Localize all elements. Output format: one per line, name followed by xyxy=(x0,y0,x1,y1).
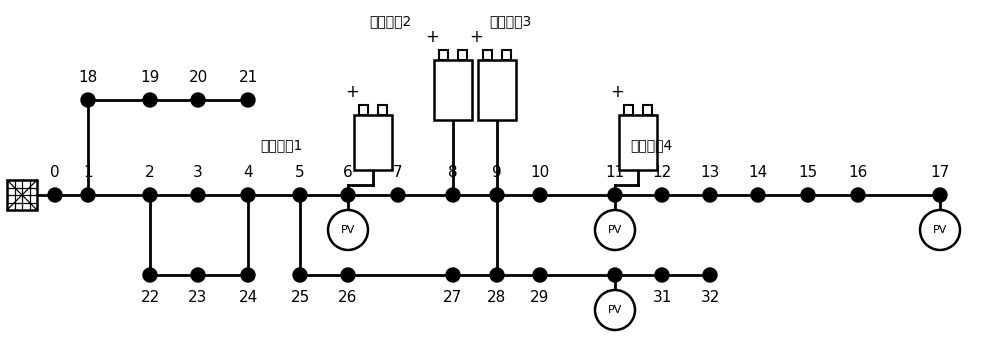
Text: 15: 15 xyxy=(798,165,818,180)
Circle shape xyxy=(595,210,635,250)
Circle shape xyxy=(851,188,865,202)
Text: 32: 32 xyxy=(700,290,720,305)
Circle shape xyxy=(191,188,205,202)
Text: 16: 16 xyxy=(848,165,868,180)
Text: 储能电池3: 储能电池3 xyxy=(489,14,531,28)
Bar xyxy=(359,105,368,115)
Text: 2: 2 xyxy=(145,165,155,180)
Bar xyxy=(7,180,37,210)
Text: 7: 7 xyxy=(393,165,403,180)
Text: 27: 27 xyxy=(443,290,463,305)
Circle shape xyxy=(143,93,157,107)
Circle shape xyxy=(81,188,95,202)
Circle shape xyxy=(191,268,205,282)
Bar xyxy=(624,105,633,115)
Text: +: + xyxy=(345,83,359,101)
Circle shape xyxy=(801,188,815,202)
Text: +: + xyxy=(469,28,483,46)
Text: 13: 13 xyxy=(700,165,720,180)
Circle shape xyxy=(446,268,460,282)
Circle shape xyxy=(703,188,717,202)
Text: 24: 24 xyxy=(238,290,258,305)
Bar xyxy=(378,105,387,115)
Text: 6: 6 xyxy=(343,165,353,180)
Circle shape xyxy=(328,210,368,250)
Text: 26: 26 xyxy=(338,290,358,305)
Text: 29: 29 xyxy=(530,290,550,305)
Text: 0: 0 xyxy=(50,165,60,180)
Circle shape xyxy=(293,268,307,282)
Circle shape xyxy=(655,268,669,282)
Text: PV: PV xyxy=(608,225,622,235)
Text: PV: PV xyxy=(933,225,947,235)
Circle shape xyxy=(341,188,355,202)
Bar xyxy=(434,60,472,120)
Circle shape xyxy=(241,93,255,107)
Circle shape xyxy=(655,188,669,202)
Circle shape xyxy=(751,188,765,202)
Bar xyxy=(478,60,516,120)
Text: 5: 5 xyxy=(295,165,305,180)
Text: 储能电池2: 储能电池2 xyxy=(369,14,411,28)
Text: 1: 1 xyxy=(83,165,93,180)
Circle shape xyxy=(933,188,947,202)
Circle shape xyxy=(241,188,255,202)
Text: 22: 22 xyxy=(140,290,160,305)
Text: 储能电池4: 储能电池4 xyxy=(630,138,672,152)
Circle shape xyxy=(81,93,95,107)
Circle shape xyxy=(490,268,504,282)
Text: 17: 17 xyxy=(930,165,950,180)
Bar xyxy=(483,50,492,60)
Bar xyxy=(354,115,392,170)
Text: +: + xyxy=(425,28,439,46)
Text: 储能电池1: 储能电池1 xyxy=(260,138,302,152)
Text: 8: 8 xyxy=(448,165,458,180)
Text: 14: 14 xyxy=(748,165,768,180)
Text: PV: PV xyxy=(341,225,355,235)
Text: PV: PV xyxy=(608,305,622,315)
Text: 20: 20 xyxy=(188,70,208,85)
Text: 3: 3 xyxy=(193,165,203,180)
Bar xyxy=(439,50,448,60)
Text: 4: 4 xyxy=(243,165,253,180)
Text: 31: 31 xyxy=(652,290,672,305)
Text: 12: 12 xyxy=(652,165,672,180)
Circle shape xyxy=(595,290,635,330)
Circle shape xyxy=(608,188,622,202)
Text: 19: 19 xyxy=(140,70,160,85)
Circle shape xyxy=(490,188,504,202)
Circle shape xyxy=(341,268,355,282)
Circle shape xyxy=(143,188,157,202)
Text: 28: 28 xyxy=(487,290,507,305)
Bar xyxy=(619,115,657,170)
Circle shape xyxy=(533,268,547,282)
Text: 10: 10 xyxy=(530,165,550,180)
Circle shape xyxy=(533,188,547,202)
Text: 25: 25 xyxy=(290,290,310,305)
Text: 30: 30 xyxy=(605,290,625,305)
Text: 21: 21 xyxy=(238,70,258,85)
Circle shape xyxy=(48,188,62,202)
Circle shape xyxy=(703,268,717,282)
Circle shape xyxy=(241,268,255,282)
Text: 11: 11 xyxy=(605,165,625,180)
Bar xyxy=(643,105,652,115)
Circle shape xyxy=(446,188,460,202)
Text: 18: 18 xyxy=(78,70,98,85)
Circle shape xyxy=(143,268,157,282)
Text: 9: 9 xyxy=(492,165,502,180)
Bar xyxy=(458,50,467,60)
Circle shape xyxy=(608,268,622,282)
Text: +: + xyxy=(610,83,624,101)
Circle shape xyxy=(391,188,405,202)
Bar xyxy=(502,50,511,60)
Circle shape xyxy=(293,188,307,202)
Text: 23: 23 xyxy=(188,290,208,305)
Circle shape xyxy=(191,93,205,107)
Circle shape xyxy=(920,210,960,250)
